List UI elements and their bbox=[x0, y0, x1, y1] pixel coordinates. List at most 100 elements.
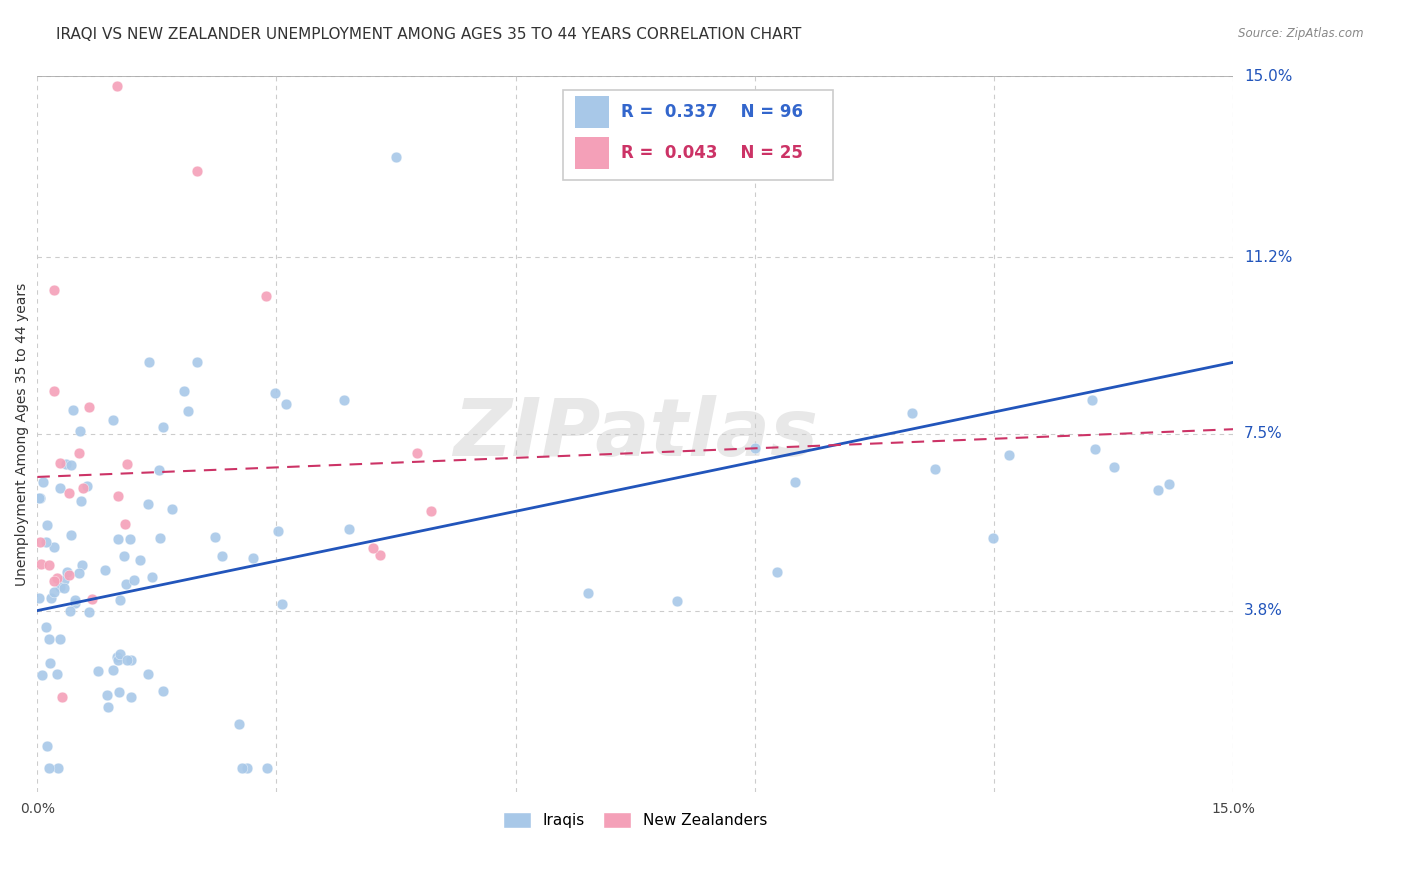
Point bbox=[38, 558, 60, 572]
Text: ZIPatlas: ZIPatlas bbox=[453, 395, 818, 473]
Point bbox=[242, 550, 264, 565]
Point bbox=[766, 565, 789, 579]
Text: 11.2%: 11.2% bbox=[1244, 250, 1292, 265]
Point bbox=[32, 475, 55, 490]
Point bbox=[228, 716, 250, 731]
Point bbox=[96, 688, 118, 702]
Point bbox=[128, 552, 150, 566]
Text: R =  0.337    N = 96: R = 0.337 N = 96 bbox=[621, 103, 803, 120]
Point bbox=[108, 647, 131, 661]
Text: 3.8%: 3.8% bbox=[1244, 603, 1284, 618]
Point bbox=[108, 592, 131, 607]
Point bbox=[42, 283, 65, 297]
Point bbox=[97, 700, 120, 714]
Point bbox=[49, 580, 72, 594]
Point bbox=[44, 584, 66, 599]
Point bbox=[42, 384, 65, 399]
Point bbox=[63, 596, 86, 610]
Point bbox=[204, 530, 226, 544]
Point bbox=[67, 566, 90, 581]
Point bbox=[39, 591, 62, 606]
Point bbox=[744, 442, 766, 456]
Point bbox=[266, 524, 288, 539]
Point bbox=[53, 581, 76, 595]
Point bbox=[46, 571, 69, 585]
Point bbox=[38, 761, 60, 775]
Point bbox=[419, 504, 441, 518]
Point bbox=[122, 573, 145, 587]
Point bbox=[101, 663, 124, 677]
Point bbox=[37, 739, 59, 753]
Point bbox=[385, 150, 408, 164]
Point bbox=[211, 549, 233, 563]
Point bbox=[186, 355, 208, 369]
Point bbox=[70, 558, 93, 573]
Point bbox=[270, 598, 292, 612]
Point bbox=[115, 653, 138, 667]
Point bbox=[783, 475, 806, 489]
Point bbox=[152, 420, 174, 434]
Point bbox=[49, 632, 72, 646]
Point bbox=[105, 78, 128, 93]
Point bbox=[37, 517, 59, 532]
Point bbox=[67, 445, 90, 459]
Point bbox=[58, 568, 80, 582]
Point bbox=[120, 690, 142, 704]
Point bbox=[368, 548, 391, 562]
Point bbox=[79, 400, 101, 414]
Point bbox=[30, 535, 52, 549]
Point bbox=[101, 413, 124, 427]
Point bbox=[108, 685, 131, 699]
Point bbox=[141, 570, 163, 584]
Point bbox=[160, 502, 183, 516]
Point bbox=[901, 406, 924, 420]
Point bbox=[114, 516, 136, 531]
Text: 7.5%: 7.5% bbox=[1244, 426, 1282, 442]
Point bbox=[49, 456, 72, 470]
Text: R =  0.043    N = 25: R = 0.043 N = 25 bbox=[621, 144, 803, 162]
Point bbox=[576, 586, 599, 600]
Point bbox=[94, 563, 117, 577]
Point bbox=[49, 481, 72, 495]
Point bbox=[231, 761, 253, 775]
Point bbox=[80, 592, 103, 607]
Point bbox=[256, 761, 278, 775]
Point bbox=[120, 653, 142, 667]
Point bbox=[46, 667, 69, 681]
Point bbox=[52, 573, 75, 587]
Text: Source: ZipAtlas.com: Source: ZipAtlas.com bbox=[1239, 27, 1364, 40]
Point bbox=[274, 396, 297, 410]
Point bbox=[117, 458, 139, 472]
Text: 15.0%: 15.0% bbox=[1244, 69, 1292, 84]
Point bbox=[55, 457, 77, 471]
Point bbox=[152, 683, 174, 698]
Point bbox=[76, 479, 98, 493]
Point bbox=[105, 650, 128, 665]
Point bbox=[186, 164, 208, 178]
Point bbox=[136, 496, 159, 510]
Point bbox=[77, 606, 100, 620]
Point bbox=[1081, 393, 1104, 408]
Point bbox=[87, 665, 110, 679]
Point bbox=[44, 540, 66, 554]
Point bbox=[69, 424, 91, 438]
Point bbox=[337, 522, 360, 536]
Point bbox=[58, 604, 80, 618]
Point bbox=[31, 667, 53, 681]
Point bbox=[254, 289, 277, 303]
Point bbox=[51, 690, 73, 704]
Point bbox=[62, 403, 84, 417]
Point bbox=[666, 593, 689, 607]
Point bbox=[112, 549, 135, 563]
Text: IRAQI VS NEW ZEALANDER UNEMPLOYMENT AMONG AGES 35 TO 44 YEARS CORRELATION CHART: IRAQI VS NEW ZEALANDER UNEMPLOYMENT AMON… bbox=[56, 27, 801, 42]
Point bbox=[30, 491, 52, 505]
Point bbox=[35, 534, 58, 549]
Legend: Iraqis, New Zealanders: Iraqis, New Zealanders bbox=[496, 806, 773, 834]
Point bbox=[924, 461, 946, 475]
Point bbox=[107, 653, 129, 667]
Point bbox=[236, 761, 259, 775]
Point bbox=[406, 445, 429, 459]
Point bbox=[60, 528, 83, 542]
Point bbox=[1102, 460, 1125, 475]
Point bbox=[173, 384, 195, 398]
